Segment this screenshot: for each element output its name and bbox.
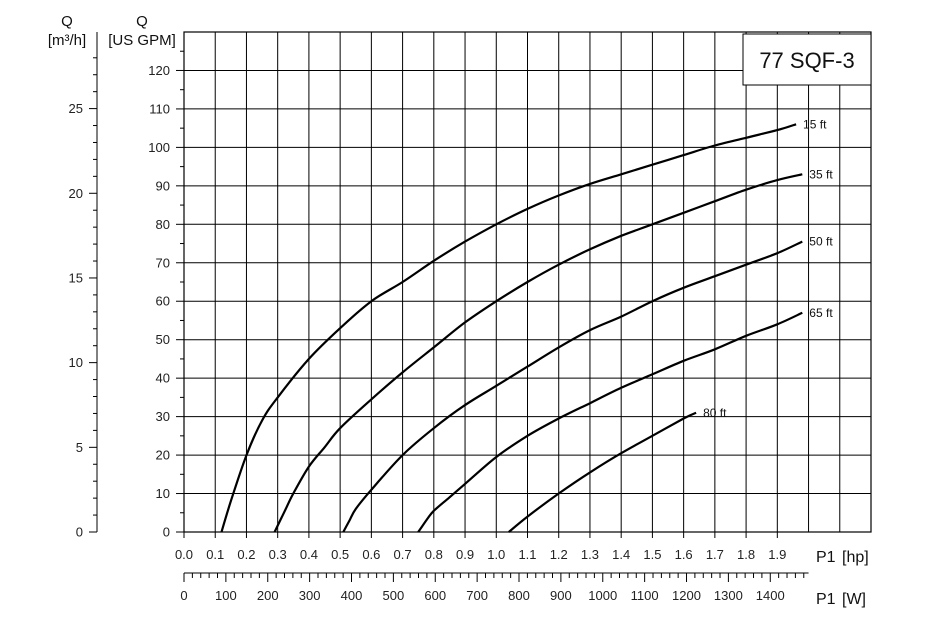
- gpm-tick-label: 40: [156, 371, 170, 386]
- hp-tick-label: 0.3: [269, 547, 287, 562]
- axes: 010203040506070809010011012005101520250.…: [69, 32, 809, 603]
- m3h-tick-label: 5: [76, 440, 83, 455]
- gpm-tick-label: 30: [156, 409, 170, 424]
- curve-15-ft: [220, 123, 797, 533]
- curve-label-50-ft: 50 ft: [809, 235, 833, 249]
- gpm-tick-label: 100: [148, 140, 170, 155]
- hp-tick-label: 0.5: [331, 547, 349, 562]
- gpm-tick-label: 110: [149, 101, 170, 116]
- x2-axis-unit: [W]: [842, 591, 866, 608]
- hp-tick-label: 0.9: [456, 547, 474, 562]
- curve-label-15-ft: 15 ft: [803, 117, 827, 131]
- m3h-tick-label: 25: [69, 101, 83, 116]
- watt-tick-label: 1300: [714, 588, 743, 603]
- hp-tick-label: 1.7: [706, 547, 724, 562]
- left-axis-unit: [m³/h]: [48, 32, 86, 49]
- curve-label-80-ft: 80 ft: [703, 406, 727, 420]
- curve-50-ft: [342, 240, 803, 533]
- hp-tick-label: 1.3: [581, 547, 599, 562]
- gpm-tick-label: 0: [163, 525, 170, 540]
- hp-tick-label: 1.4: [612, 547, 630, 562]
- watt-tick-label: 1200: [672, 588, 701, 603]
- hp-tick-label: 1.6: [675, 547, 693, 562]
- hp-tick-label: 1.9: [768, 547, 786, 562]
- watt-tick-label: 100: [215, 588, 237, 603]
- watt-tick-label: 500: [383, 588, 405, 603]
- m3h-tick-label: 0: [76, 525, 83, 540]
- hp-tick-label: 0.2: [237, 547, 255, 562]
- gpm-tick-label: 20: [156, 448, 170, 463]
- watt-tick-label: 300: [299, 588, 321, 603]
- curve-label-35-ft: 35 ft: [809, 167, 833, 181]
- model-label-box: [742, 33, 872, 86]
- hp-tick-label: 1.1: [518, 547, 536, 562]
- watt-tick-label: 0: [180, 588, 187, 603]
- right-axis-unit: [US GPM]: [108, 32, 176, 49]
- watt-tick-label: 800: [508, 588, 530, 603]
- curve-35-ft: [273, 173, 803, 533]
- gpm-tick-label: 80: [156, 217, 170, 232]
- watt-tick-label: 900: [550, 588, 572, 603]
- watt-tick-label: 700: [466, 588, 488, 603]
- x2-axis-name: P1: [816, 591, 836, 608]
- hp-tick-label: 0.1: [206, 547, 224, 562]
- gpm-tick-label: 70: [156, 255, 170, 270]
- hp-tick-label: 1.5: [643, 547, 661, 562]
- x-axis-name: P1: [816, 549, 836, 566]
- curve-65-ft: [417, 311, 803, 533]
- hp-tick-label: 0.7: [394, 547, 412, 562]
- watt-tick-label: 200: [257, 588, 279, 603]
- m3h-tick-label: 15: [69, 270, 83, 285]
- gpm-tick-label: 10: [156, 486, 170, 501]
- hp-tick-label: 0.6: [362, 547, 380, 562]
- watt-tick-label: 600: [424, 588, 446, 603]
- gpm-tick-label: 90: [156, 178, 170, 193]
- watt-tick-label: 400: [341, 588, 363, 603]
- grid: [183, 31, 872, 533]
- left-axis-name: Q: [61, 13, 73, 30]
- hp-tick-label: 0.0: [175, 547, 193, 562]
- hp-tick-label: 1.8: [737, 547, 755, 562]
- gpm-tick-label: 50: [156, 332, 170, 347]
- curves: 15 ft 35 ft 50 ft 65 ft 80 ft: [220, 117, 833, 533]
- curve-label-65-ft: 65 ft: [809, 306, 833, 320]
- curve-80-ft: [508, 411, 697, 533]
- right-axis-name: Q: [136, 13, 148, 30]
- hp-tick-label: 1.0: [487, 547, 505, 562]
- watt-tick-label: 1100: [631, 588, 659, 603]
- watt-tick-label: 1000: [588, 588, 617, 603]
- watt-tick-label: 1400: [756, 588, 785, 603]
- gpm-tick-label: 120: [148, 63, 170, 78]
- m3h-tick-label: 20: [69, 186, 83, 201]
- gpm-tick-label: 60: [156, 294, 170, 309]
- x-axis-unit: [hp]: [842, 549, 869, 566]
- m3h-tick-label: 10: [69, 355, 83, 370]
- hp-tick-label: 0.4: [300, 547, 318, 562]
- model-label: 77 SQF-3: [759, 48, 854, 73]
- hp-tick-label: 0.8: [425, 547, 443, 562]
- hp-tick-label: 1.2: [550, 547, 568, 562]
